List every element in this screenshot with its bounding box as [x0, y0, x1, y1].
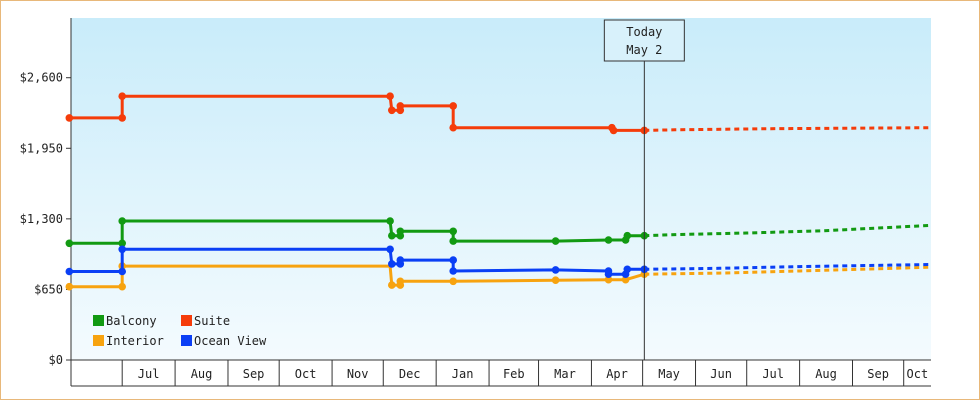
data-point: [388, 281, 396, 289]
data-point: [386, 92, 394, 100]
data-point: [449, 267, 458, 275]
y-tick-label: $0: [49, 353, 63, 367]
x-tick-label: Feb: [503, 367, 525, 381]
legend: Balcony Suite Interior Ocean View: [93, 314, 267, 348]
today-marker: Today May 2: [603, 19, 685, 360]
y-tick-label: $2,600: [20, 71, 63, 85]
y-tick-label: $1,300: [20, 212, 63, 226]
y-tick-label: $1,950: [20, 141, 63, 155]
today-label: Today: [626, 25, 662, 39]
x-axis: Jul Aug Sep Oct Nov Dec Jan Feb Mar Apr May Jun Jul A…: [70, 359, 931, 387]
x-tick-label: May: [658, 367, 680, 381]
data-point: [118, 217, 126, 225]
data-point: [386, 217, 394, 225]
x-tick-label: Oct: [295, 367, 317, 381]
legend-item-balcony: Balcony: [93, 314, 157, 328]
data-point: [623, 231, 632, 240]
legend-swatch: [93, 315, 104, 326]
data-point: [118, 114, 126, 122]
data-point: [609, 126, 618, 135]
x-tick-label: Dec: [399, 367, 421, 381]
x-tick-label: Jun: [710, 367, 732, 381]
data-point: [388, 106, 396, 115]
series-balcony: [65, 217, 932, 248]
legend-label: Interior: [106, 334, 164, 348]
x-tick-label: Aug: [815, 367, 837, 381]
data-point: [388, 260, 396, 268]
y-axis: $0 $650 $1,300 $1,950 $2,600: [20, 18, 72, 367]
plot-area: [71, 18, 931, 360]
data-point: [388, 231, 396, 240]
today-date-label: May 2: [626, 43, 662, 57]
data-point: [118, 239, 126, 248]
x-tick-label: Jan: [452, 367, 474, 381]
data-point: [396, 277, 405, 286]
x-tick-label: Sep: [243, 367, 265, 381]
data-point: [551, 237, 560, 245]
data-point: [386, 245, 394, 254]
legend-label: Ocean View: [194, 334, 267, 348]
x-tick-label: Oct: [907, 367, 929, 381]
forecast-line-ocean-view: [644, 263, 932, 271]
data-point: [604, 270, 613, 279]
x-tick-label: Apr: [606, 367, 628, 381]
data-point: [396, 256, 405, 264]
today-box: [603, 19, 685, 62]
data-point: [396, 227, 405, 236]
x-tick-label: Jul: [138, 367, 160, 381]
data-point: [118, 245, 126, 254]
legend-swatch: [181, 335, 192, 346]
data-point: [449, 237, 458, 245]
data-point: [621, 275, 630, 284]
data-point: [604, 275, 613, 284]
legend-swatch: [93, 335, 104, 346]
data-point: [551, 276, 560, 285]
data-point: [449, 227, 458, 236]
data-point: [65, 267, 74, 276]
data-point: [449, 256, 458, 264]
data-point: [449, 123, 458, 132]
data-point: [65, 114, 74, 122]
x-tick-label: Mar: [554, 367, 576, 381]
data-point: [449, 277, 458, 286]
legend-label: Suite: [194, 314, 230, 328]
x-tick-label: Jul: [762, 367, 784, 381]
data-point: [118, 92, 126, 100]
data-point: [449, 102, 458, 110]
legend-label: Balcony: [106, 314, 157, 328]
data-point: [65, 239, 74, 248]
y-tick-label: $650: [34, 282, 63, 296]
legend-item-interior: Interior: [93, 334, 164, 348]
data-point: [118, 282, 126, 291]
x-tick-label: Nov: [347, 367, 369, 381]
data-point: [623, 265, 632, 274]
series-suite: [65, 92, 932, 135]
legend-item-ocean-view: Ocean View: [181, 334, 267, 348]
data-point: [118, 267, 126, 276]
forecast-line-interior: [644, 265, 932, 276]
data-point: [604, 236, 613, 244]
x-tick-label: Sep: [867, 367, 889, 381]
legend-item-suite: Suite: [181, 314, 230, 328]
data-point: [65, 282, 74, 291]
data-point: [396, 102, 405, 110]
x-tick-label: Aug: [191, 367, 213, 381]
legend-swatch: [181, 315, 192, 326]
data-point: [551, 266, 560, 274]
